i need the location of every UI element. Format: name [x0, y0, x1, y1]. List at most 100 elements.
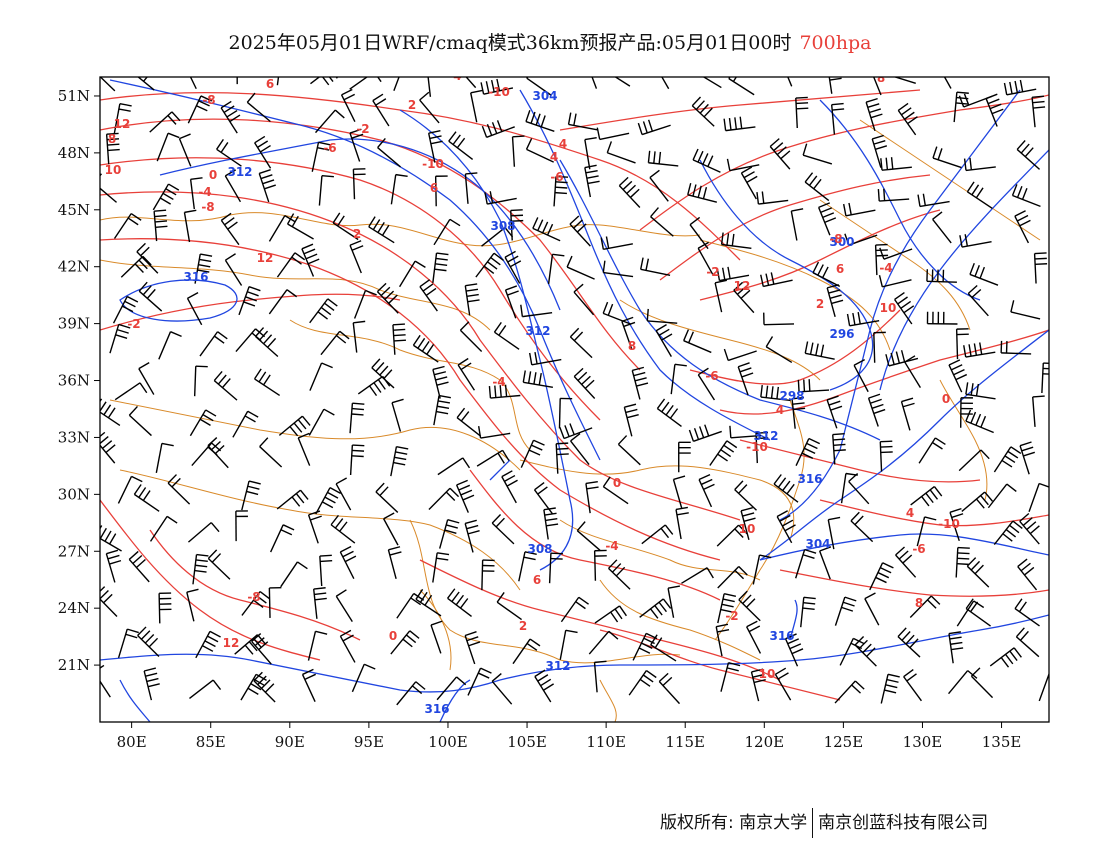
- wind-barb: [113, 103, 132, 134]
- wind-barb: [138, 281, 163, 312]
- wind-barb: [268, 586, 282, 618]
- wind-barb: [396, 592, 425, 619]
- wind-barb: [958, 449, 990, 472]
- wind-barb: [189, 409, 217, 437]
- wind-barb: [383, 512, 399, 546]
- wind-barb: [650, 634, 677, 662]
- wind-barb: [297, 432, 311, 466]
- wind-barb: [697, 241, 714, 275]
- wind-barb: [307, 510, 322, 544]
- wind-barb: [854, 636, 877, 667]
- wind-barb: [138, 362, 155, 395]
- wind-barb: [314, 109, 345, 134]
- wind-barb: [961, 491, 994, 512]
- wind-barb: [967, 284, 989, 317]
- wind-barb: [522, 370, 553, 388]
- wind-barb: [390, 630, 420, 655]
- wind-barb: [155, 442, 174, 474]
- wind-barb: [993, 520, 1023, 546]
- temperature-contour-label: -6: [705, 369, 718, 383]
- wind-barb: [594, 605, 627, 624]
- wind-barb: [100, 664, 111, 698]
- wind-barb: [879, 440, 893, 472]
- lon-tick-label: 130E: [903, 733, 943, 751]
- wind-barb: [752, 554, 772, 585]
- wind-barb: [236, 77, 238, 85]
- wind-barb: [1000, 340, 1032, 355]
- wind-barb: [646, 308, 678, 324]
- wind-barb: [352, 320, 366, 353]
- wind-barb: [639, 257, 671, 277]
- wind-barb: [893, 77, 916, 85]
- wind-barb: [377, 137, 401, 168]
- wind-barb: [614, 77, 631, 87]
- wind-barb: [569, 215, 591, 247]
- wind-barb: [715, 623, 730, 657]
- height-contour-label: 312: [525, 324, 550, 338]
- lon-tick-label: 120E: [745, 733, 785, 751]
- wind-barb: [573, 283, 595, 316]
- wind-barb: [904, 355, 922, 389]
- wind-barb: [488, 384, 521, 399]
- wind-barb: [156, 132, 180, 162]
- wind-barb: [1019, 512, 1040, 545]
- height-contour-label: 298: [779, 389, 804, 403]
- wind-barb: [1017, 558, 1038, 591]
- wind-barb: [518, 551, 537, 582]
- wind-barb: [756, 191, 789, 205]
- wind-barb: [339, 629, 356, 663]
- wind-barb: [874, 243, 889, 276]
- wind-barb: [430, 620, 443, 654]
- wind-barb: [932, 211, 952, 244]
- wind-barb: [349, 240, 364, 274]
- wind-barb: [480, 78, 514, 95]
- wind-barb: [534, 669, 554, 703]
- temperature-contour-label: 10: [880, 301, 897, 315]
- wind-barb: [311, 141, 331, 172]
- wind-barb: [195, 630, 221, 659]
- wind-barb: [112, 295, 139, 324]
- temperature-contour-label: -4: [605, 539, 618, 553]
- wind-barb: [880, 157, 912, 171]
- temperature-contour-label: 10: [105, 163, 122, 177]
- wind-barb: [433, 394, 451, 426]
- wind-barb: [464, 283, 480, 316]
- wind-barb: [178, 133, 192, 167]
- wind-barb: [320, 330, 350, 356]
- wind-barb: [128, 550, 150, 583]
- temperature-contour-label: -8: [202, 93, 215, 107]
- wind-barb: [276, 77, 280, 86]
- wind-barb: [558, 397, 573, 429]
- wind-barb: [639, 598, 672, 619]
- wind-barb: [224, 253, 243, 286]
- wind-barb: [559, 423, 593, 440]
- temperature-contour-label: -4: [879, 261, 892, 275]
- wind-barb: [120, 255, 152, 278]
- lat-tick-label: 24N: [58, 599, 90, 617]
- lat-tick-label: 51N: [58, 87, 90, 105]
- wind-barb: [641, 524, 674, 545]
- height-contour-label: 300: [829, 235, 854, 249]
- chart-title: 2025年05月01日WRF/cmaq模式36km预报产品:05月01日00时 7…: [0, 28, 1100, 55]
- wind-barb: [1031, 95, 1046, 128]
- wind-barb: [278, 415, 311, 437]
- wind-barb: [187, 522, 220, 543]
- wind-barb: [332, 212, 359, 241]
- wind-barb: [117, 475, 143, 504]
- wind-barb: [953, 91, 969, 123]
- wind-barb: [533, 482, 554, 515]
- wind-barb: [253, 671, 276, 703]
- wind-barb: [670, 363, 687, 395]
- wind-barb: [955, 328, 969, 360]
- wind-barb: [393, 77, 400, 91]
- wind-barb: [390, 445, 409, 477]
- temperature-contour-label: -8: [247, 590, 260, 604]
- wind-barb: [241, 480, 261, 511]
- wind-barb: [909, 595, 941, 618]
- wind-barb: [117, 628, 139, 659]
- temperature-contour-label: 6: [533, 573, 541, 587]
- wind-barb: [301, 243, 320, 277]
- wind-barb: [465, 77, 477, 89]
- temperature-contour-label: 12: [114, 117, 131, 131]
- wind-barb: [746, 620, 762, 654]
